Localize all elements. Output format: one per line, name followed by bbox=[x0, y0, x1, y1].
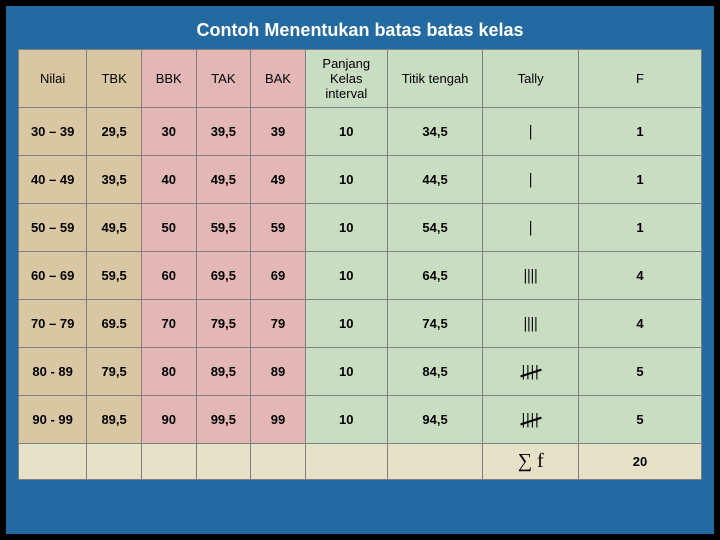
col-tally: Tally bbox=[483, 50, 579, 108]
cell: 40 – 49 bbox=[19, 156, 87, 204]
table-container: Nilai TBK BBK TAK BAK Panjang Kelas inte… bbox=[18, 49, 702, 480]
table-row: 60 – 6959,56069,5691064,5||||4 bbox=[19, 252, 702, 300]
empty-cell bbox=[19, 444, 87, 480]
cell: 69,5 bbox=[196, 252, 251, 300]
slide: Contoh Menentukan batas batas kelas Nila… bbox=[0, 0, 720, 540]
cell: 70 bbox=[141, 300, 196, 348]
cell: 70 – 79 bbox=[19, 300, 87, 348]
col-nilai: Nilai bbox=[19, 50, 87, 108]
cell: 40 bbox=[141, 156, 196, 204]
cell: 30 – 39 bbox=[19, 108, 87, 156]
cell: 89,5 bbox=[196, 348, 251, 396]
cell: 64,5 bbox=[387, 252, 483, 300]
empty-cell bbox=[87, 444, 142, 480]
table-row: 70 – 7969.57079,5791074,5||||4 bbox=[19, 300, 702, 348]
cell: 44,5 bbox=[387, 156, 483, 204]
cell: 60 – 69 bbox=[19, 252, 87, 300]
sum-row: ∑ f20 bbox=[19, 444, 702, 480]
cell: |||| bbox=[483, 348, 579, 396]
cell: 49,5 bbox=[196, 156, 251, 204]
empty-cell bbox=[141, 444, 196, 480]
cell: 50 – 59 bbox=[19, 204, 87, 252]
cell: 10 bbox=[305, 204, 387, 252]
col-bak: BAK bbox=[251, 50, 306, 108]
table-row: 80 - 8979,58089,5891084,5||||5 bbox=[19, 348, 702, 396]
empty-cell bbox=[251, 444, 306, 480]
table-body: 30 – 3929,53039,5391034,5|140 – 4939,540… bbox=[19, 108, 702, 480]
cell: 5 bbox=[578, 348, 701, 396]
cell: 49,5 bbox=[87, 204, 142, 252]
cell: 69 bbox=[251, 252, 306, 300]
cell: 1 bbox=[578, 204, 701, 252]
col-f: F bbox=[578, 50, 701, 108]
cell: 80 - 89 bbox=[19, 348, 87, 396]
col-pki: Panjang Kelas interval bbox=[305, 50, 387, 108]
table-header-row: Nilai TBK BBK TAK BAK Panjang Kelas inte… bbox=[19, 50, 702, 108]
cell: 5 bbox=[578, 396, 701, 444]
cell: 10 bbox=[305, 156, 387, 204]
cell: 89,5 bbox=[87, 396, 142, 444]
empty-cell bbox=[387, 444, 483, 480]
cell: 30 bbox=[141, 108, 196, 156]
cell: 84,5 bbox=[387, 348, 483, 396]
cell: 10 bbox=[305, 396, 387, 444]
cell: 49 bbox=[251, 156, 306, 204]
cell: 59 bbox=[251, 204, 306, 252]
cell: 80 bbox=[141, 348, 196, 396]
cell: | bbox=[483, 156, 579, 204]
cell: 89 bbox=[251, 348, 306, 396]
cell: 4 bbox=[578, 252, 701, 300]
cell: 10 bbox=[305, 252, 387, 300]
cell: 94,5 bbox=[387, 396, 483, 444]
cell: 54,5 bbox=[387, 204, 483, 252]
empty-cell bbox=[305, 444, 387, 480]
col-tt: Titik tengah bbox=[387, 50, 483, 108]
cell: 1 bbox=[578, 156, 701, 204]
cell: 99,5 bbox=[196, 396, 251, 444]
cell: 50 bbox=[141, 204, 196, 252]
cell: |||| bbox=[483, 252, 579, 300]
cell: 39,5 bbox=[196, 108, 251, 156]
cell: 10 bbox=[305, 300, 387, 348]
cell: 79 bbox=[251, 300, 306, 348]
cell: 99 bbox=[251, 396, 306, 444]
sum-value-cell: 20 bbox=[578, 444, 701, 480]
table-row: 30 – 3929,53039,5391034,5|1 bbox=[19, 108, 702, 156]
cell: 90 bbox=[141, 396, 196, 444]
col-bbk: BBK bbox=[141, 50, 196, 108]
col-tbk: TBK bbox=[87, 50, 142, 108]
cell: | bbox=[483, 108, 579, 156]
col-tak: TAK bbox=[196, 50, 251, 108]
cell: 10 bbox=[305, 348, 387, 396]
cell: 79,5 bbox=[87, 348, 142, 396]
cell: 29,5 bbox=[87, 108, 142, 156]
cell: 79,5 bbox=[196, 300, 251, 348]
cell: 69.5 bbox=[87, 300, 142, 348]
empty-cell bbox=[196, 444, 251, 480]
slide-title: Contoh Menentukan batas batas kelas bbox=[6, 6, 714, 49]
cell: 60 bbox=[141, 252, 196, 300]
cell: 4 bbox=[578, 300, 701, 348]
cell: 59,5 bbox=[87, 252, 142, 300]
cell: 1 bbox=[578, 108, 701, 156]
cell: |||| bbox=[483, 396, 579, 444]
cell: 10 bbox=[305, 108, 387, 156]
cell: | bbox=[483, 204, 579, 252]
frequency-table: Nilai TBK BBK TAK BAK Panjang Kelas inte… bbox=[18, 49, 702, 480]
cell: |||| bbox=[483, 300, 579, 348]
cell: 74,5 bbox=[387, 300, 483, 348]
sum-symbol-cell: ∑ f bbox=[483, 444, 579, 480]
table-row: 50 – 5949,55059,5591054,5|1 bbox=[19, 204, 702, 252]
table-row: 40 – 4939,54049,5491044,5|1 bbox=[19, 156, 702, 204]
cell: 90 - 99 bbox=[19, 396, 87, 444]
cell: 34,5 bbox=[387, 108, 483, 156]
table-row: 90 - 9989,59099,5991094,5||||5 bbox=[19, 396, 702, 444]
cell: 39 bbox=[251, 108, 306, 156]
cell: 39,5 bbox=[87, 156, 142, 204]
cell: 59,5 bbox=[196, 204, 251, 252]
